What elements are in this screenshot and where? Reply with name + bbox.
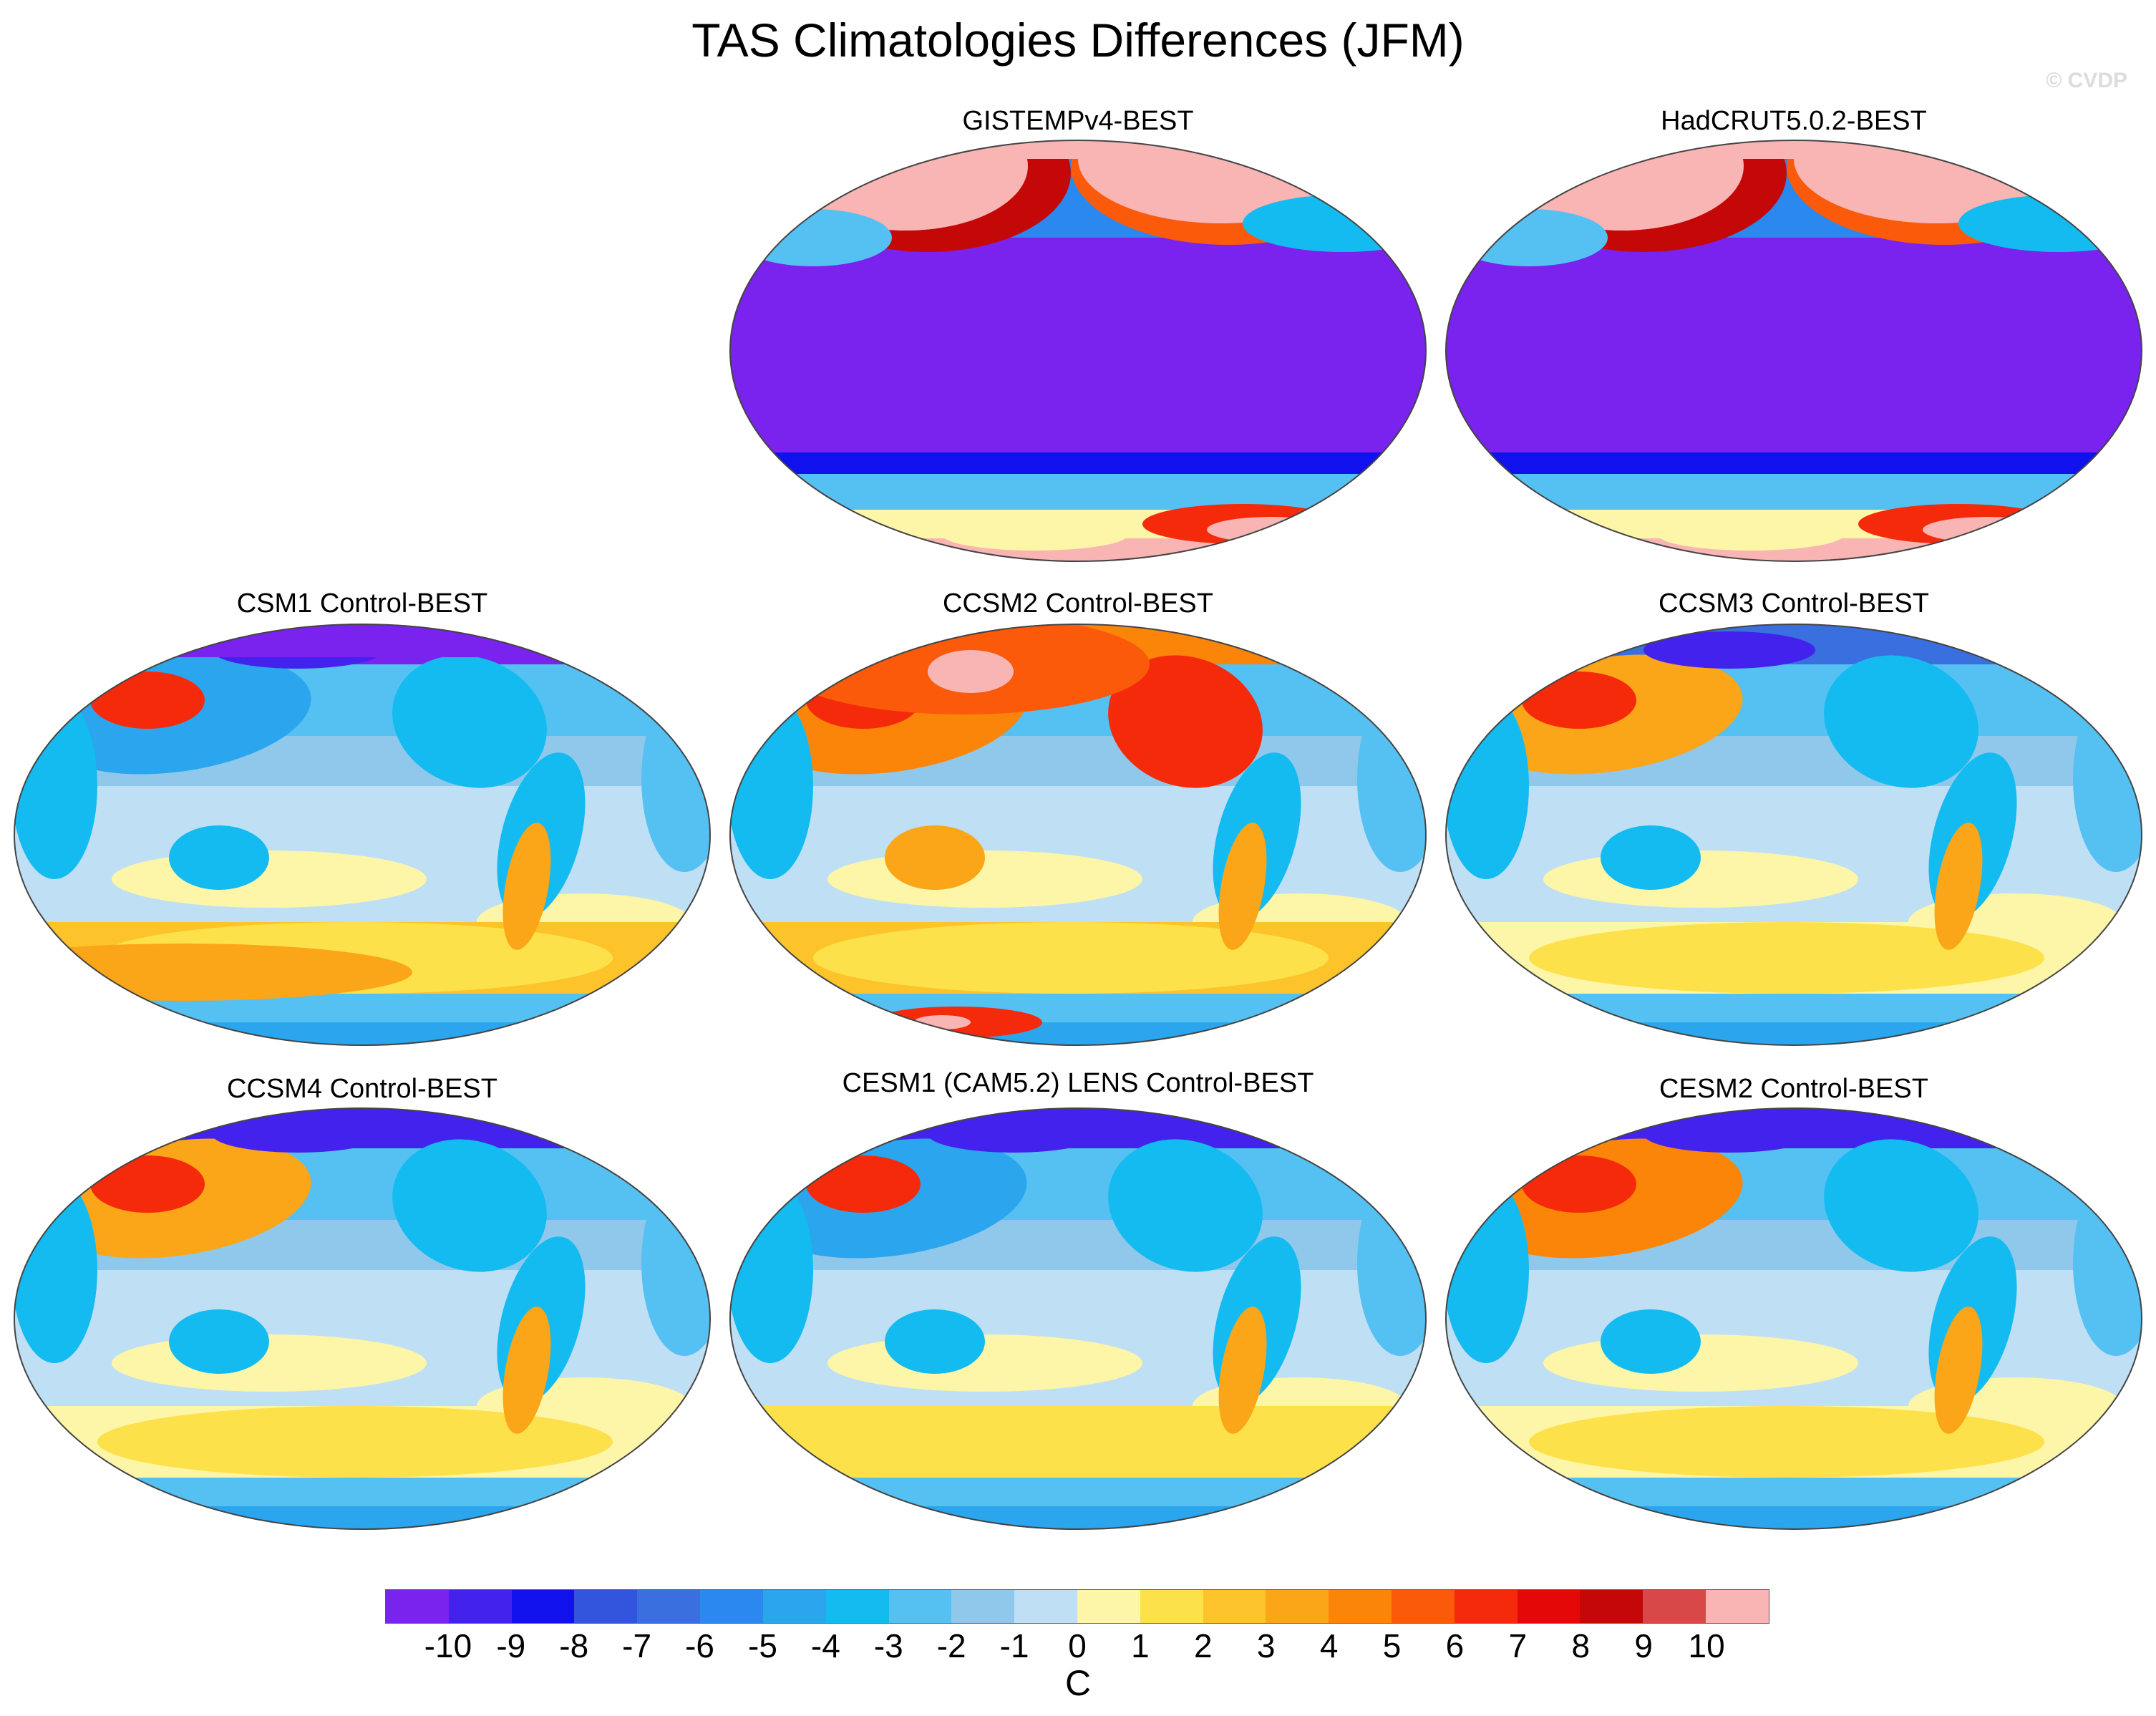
colorbar-tick-label: 10 — [1688, 1627, 1725, 1664]
colorbar-segment — [1203, 1590, 1266, 1623]
map-outline — [729, 1107, 1427, 1530]
colorbar-segment — [448, 1590, 512, 1623]
colorbar-segment — [637, 1590, 701, 1623]
panel-title-ccsm3: CCSM3 Control-BEST — [1659, 588, 1929, 619]
panel-title-ccsm2: CCSM2 Control-BEST — [943, 588, 1213, 619]
colorbar-tick-label: 7 — [1508, 1627, 1528, 1664]
colorbar-segment — [1077, 1590, 1140, 1623]
colorbar-tick-label: 1 — [1131, 1627, 1150, 1664]
colorbar-segment — [762, 1590, 826, 1623]
map-panel-ccsm4 — [14, 1107, 711, 1530]
panel-title-csm1: CSM1 Control-BEST — [236, 588, 488, 619]
colorbar-segment — [1014, 1590, 1077, 1623]
panel-title-gistemp: GISTEMPv4-BEST — [962, 106, 1194, 136]
map-outline — [729, 140, 1427, 562]
colorbar-segment — [700, 1590, 763, 1623]
colorbar-labels: -10 -9 -8 -7 -6 -5 -4 -3 -2 -1 0 1 2 3 4 5 6 7 8 9 10 — [385, 1627, 1769, 1669]
colorbar-tick-label: -4 — [810, 1627, 840, 1664]
colorbar-segment — [1454, 1590, 1518, 1623]
colorbar-segment — [1329, 1590, 1392, 1623]
colorbar-tick-label: 4 — [1319, 1627, 1339, 1664]
colorbar-tick-label: 9 — [1634, 1627, 1653, 1664]
colorbar-tick-label: 6 — [1445, 1627, 1465, 1664]
colorbar-segment — [1140, 1590, 1203, 1623]
map-panel-csm1 — [14, 624, 711, 1046]
colorbar-tick-label: -7 — [622, 1627, 652, 1664]
map-field — [730, 624, 1426, 1045]
colorbar-tick-label: -9 — [496, 1627, 526, 1664]
map-outline — [729, 624, 1427, 1046]
colorbar-segment — [1580, 1590, 1643, 1623]
map-outline — [1445, 140, 2142, 562]
figure-title: TAS Climatologies Differences (JFM) — [691, 14, 1465, 67]
map-panel-cesm1 — [729, 1107, 1427, 1530]
colorbar-tick-label: -6 — [685, 1627, 714, 1664]
colorbar-units: C — [1064, 1663, 1092, 1703]
colorbar — [385, 1589, 1769, 1624]
panel-title-ccsm4: CCSM4 Control-BEST — [227, 1074, 497, 1104]
map-panel-cesm2 — [1445, 1107, 2142, 1530]
colorbar-tick-label: -10 — [424, 1627, 472, 1664]
colorbar-tick-label: -1 — [999, 1627, 1029, 1664]
colorbar-segment — [951, 1590, 1015, 1623]
colorbar-tick-label: -2 — [936, 1627, 966, 1664]
map-panel-gistemp — [729, 140, 1427, 562]
map-panel-ccsm3 — [1445, 624, 2142, 1046]
colorbar-segment — [1517, 1590, 1580, 1623]
colorbar-tick-label: 3 — [1256, 1627, 1276, 1664]
colorbar-tick-label: 8 — [1571, 1627, 1591, 1664]
panel-title-cesm2: CESM2 Control-BEST — [1659, 1074, 1928, 1104]
map-panel-hadcrut — [1445, 140, 2142, 562]
map-field — [14, 1108, 710, 1529]
map-panel-ccsm2 — [729, 624, 1427, 1046]
colorbar-segment — [574, 1590, 638, 1623]
colorbar-tick-label: -8 — [559, 1627, 589, 1664]
colorbar-tick-label: 5 — [1382, 1627, 1402, 1664]
colorbar-tick-label: -5 — [748, 1627, 777, 1664]
colorbar-segment — [1706, 1590, 1769, 1623]
colorbar-tick-label: 0 — [1068, 1627, 1087, 1664]
colorbar-segment — [825, 1590, 889, 1623]
map-outline — [1445, 624, 2142, 1046]
map-field — [1446, 1108, 2142, 1529]
map-outline — [1445, 1107, 2142, 1530]
colorbar-segment — [1643, 1590, 1706, 1623]
copyright-watermark: © CVDP — [2046, 69, 2127, 92]
map-outline — [14, 1107, 711, 1530]
colorbar-segment — [386, 1590, 449, 1623]
colorbar-segment — [888, 1590, 952, 1623]
map-outline — [14, 624, 711, 1046]
colorbar-segment — [1392, 1590, 1455, 1623]
panel-title-hadcrut: HadCRUT5.0.2-BEST — [1661, 106, 1927, 136]
colorbar-segment — [511, 1590, 575, 1623]
colorbar-tick-label: 2 — [1194, 1627, 1213, 1664]
colorbar-segment — [1266, 1590, 1329, 1623]
panel-title-cesm1: CESM1 (CAM5.2) LENS Control-BEST — [842, 1068, 1314, 1098]
colorbar-tick-label: -3 — [873, 1627, 903, 1664]
